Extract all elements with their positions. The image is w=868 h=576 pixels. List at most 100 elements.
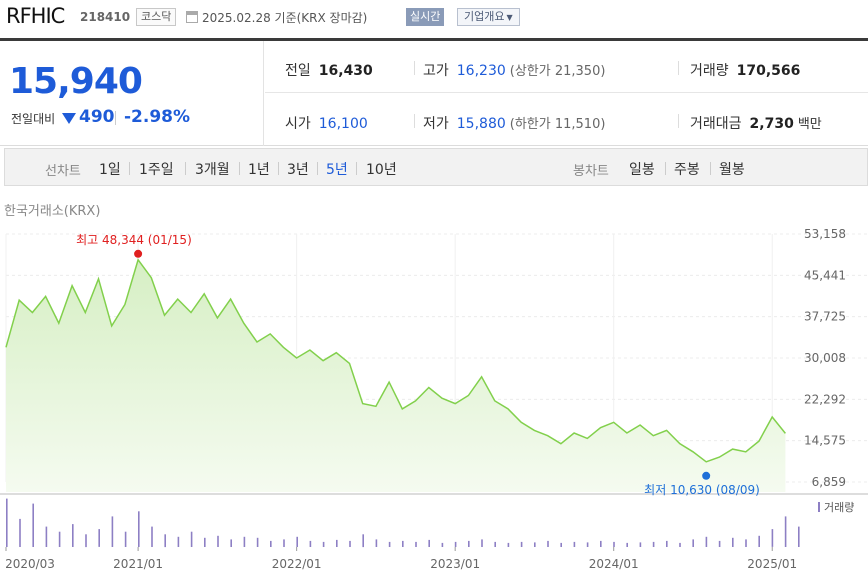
toolbar-divider: [665, 162, 666, 175]
change-value: 490: [79, 107, 115, 127]
min-label: 최저 10,630 (08/09): [644, 483, 760, 497]
volume-bar: [520, 541, 523, 547]
change-label: 전일대비: [11, 112, 56, 126]
volume-bar: [586, 542, 589, 547]
stat-value: 16,100: [318, 116, 368, 132]
x-tick-label: 2024/01: [589, 557, 639, 571]
x-tick-label: 2022/01: [272, 557, 322, 571]
y-tick-label: 53,158: [804, 227, 846, 241]
volume-bar: [19, 518, 21, 547]
volume-bar: [758, 535, 760, 547]
volume-bar: [560, 542, 562, 547]
volume-bar: [45, 526, 48, 547]
volume-bar: [111, 516, 114, 547]
x-tick-label: 2020/03: [5, 557, 55, 571]
volume-bar: [402, 540, 404, 547]
date-value: 2025.02.28: [202, 11, 271, 25]
line-chart-label: 선차트: [45, 164, 81, 179]
volume-bar: [784, 516, 787, 547]
stat-divider: [678, 61, 679, 75]
y-tick-label: 22,292: [804, 392, 846, 406]
volume-bar: [58, 531, 61, 547]
candle-monthly[interactable]: 월봉: [719, 162, 745, 178]
volume-bar: [85, 534, 87, 548]
period-1y[interactable]: 1년: [248, 162, 270, 178]
volume-bar: [718, 540, 721, 547]
stat-label: 고가: [423, 63, 449, 79]
x-tick-label: 2023/01: [430, 557, 480, 571]
volume-bar: [481, 539, 483, 547]
volume-legend: 거래량: [824, 501, 854, 514]
candle-daily[interactable]: 일봉: [629, 162, 655, 178]
stat-limit: (상한가 21,350): [509, 64, 606, 79]
current-price: 15,940: [9, 61, 143, 102]
volume-bar: [217, 535, 219, 547]
period-3m[interactable]: 3개월: [195, 162, 230, 178]
realtime-button[interactable]: 실시간: [406, 8, 445, 26]
toolbar-divider: [185, 162, 186, 175]
change-rate: -2.98%: [124, 107, 191, 127]
y-tick-label: 6,859: [812, 475, 846, 489]
y-tick-label: 37,725: [804, 310, 846, 324]
price-line: [5, 258, 786, 463]
period-10y[interactable]: 10년: [366, 162, 397, 178]
stat-label: 전일: [285, 63, 311, 79]
volume-bar: [639, 542, 642, 547]
volume-bar: [6, 498, 8, 547]
volume-legend-icon: [818, 502, 820, 512]
company-overview-label: 기업개요: [464, 10, 505, 23]
x-tick-label: 2025/01: [747, 557, 797, 571]
stat-open: 시가 16,100: [285, 113, 368, 133]
stat-divider: [414, 114, 415, 128]
volume-bar: [666, 540, 668, 547]
period-1w[interactable]: 1주일: [139, 162, 174, 178]
volume-bar: [283, 539, 285, 547]
volume-bar: [626, 542, 628, 547]
x-tick-label: 2021/01: [113, 557, 163, 571]
volume-bar: [771, 529, 774, 547]
company-overview-button[interactable]: 기업개요 ▼: [457, 8, 520, 26]
volume-bar: [415, 541, 417, 547]
min-point: [702, 471, 711, 480]
y-axis-labels: 53,158 45,441 37,725 30,008 22,292 14,575 6,85…: [804, 227, 846, 489]
candle-weekly[interactable]: 주봉: [674, 162, 700, 178]
down-triangle-icon: [62, 113, 76, 124]
toolbar-divider: [710, 162, 711, 175]
max-point: [134, 249, 143, 258]
volume-bar: [375, 539, 378, 547]
volume-bar: [362, 534, 364, 548]
volume-bar: [243, 536, 246, 547]
volume-bar: [547, 540, 549, 547]
volume-bar: [732, 537, 734, 547]
candle-chart-label: 봉차트: [573, 164, 609, 179]
period-3y[interactable]: 3년: [287, 162, 309, 178]
stat-volume: 거래량 170,566: [690, 60, 800, 80]
price-area: [6, 259, 786, 492]
volume-bar: [98, 529, 100, 547]
volume-bar: [138, 511, 140, 547]
stock-code: 218410: [80, 10, 131, 24]
volume-bar: [124, 531, 127, 547]
period-5y[interactable]: 5년: [326, 162, 348, 178]
volume-bar: [72, 524, 74, 547]
stats-row-1: 전일 16,430 고가 16,230 (상한가 21,350) 거래량 170,566: [265, 41, 868, 93]
stat-value: 15,880: [456, 116, 506, 132]
volume-bar: [204, 537, 206, 547]
volume-bar: [270, 540, 272, 547]
stat-label: 시가: [285, 116, 311, 132]
stat-value: 170,566: [736, 63, 801, 79]
volume-bar: [494, 541, 496, 547]
calendar-icon: [186, 11, 198, 23]
stock-name: RFHIC: [6, 4, 65, 28]
volume-bar: [441, 542, 444, 547]
current-price-box: 15,940 전일대비 490 -2.98%: [0, 41, 264, 146]
period-1d[interactable]: 1일: [99, 162, 121, 178]
volume-bar: [177, 536, 180, 547]
volume-bar: [534, 542, 536, 547]
price-chart: 53,158 45,441 37,725 30,008 22,292 14,575 6,85…: [0, 227, 868, 571]
volume-bar: [798, 526, 800, 547]
volume-bar: [164, 534, 166, 548]
volume-bar: [652, 541, 655, 547]
stat-amount: 거래대금 2,730 백만: [690, 113, 822, 133]
y-tick-label: 14,575: [804, 434, 846, 448]
